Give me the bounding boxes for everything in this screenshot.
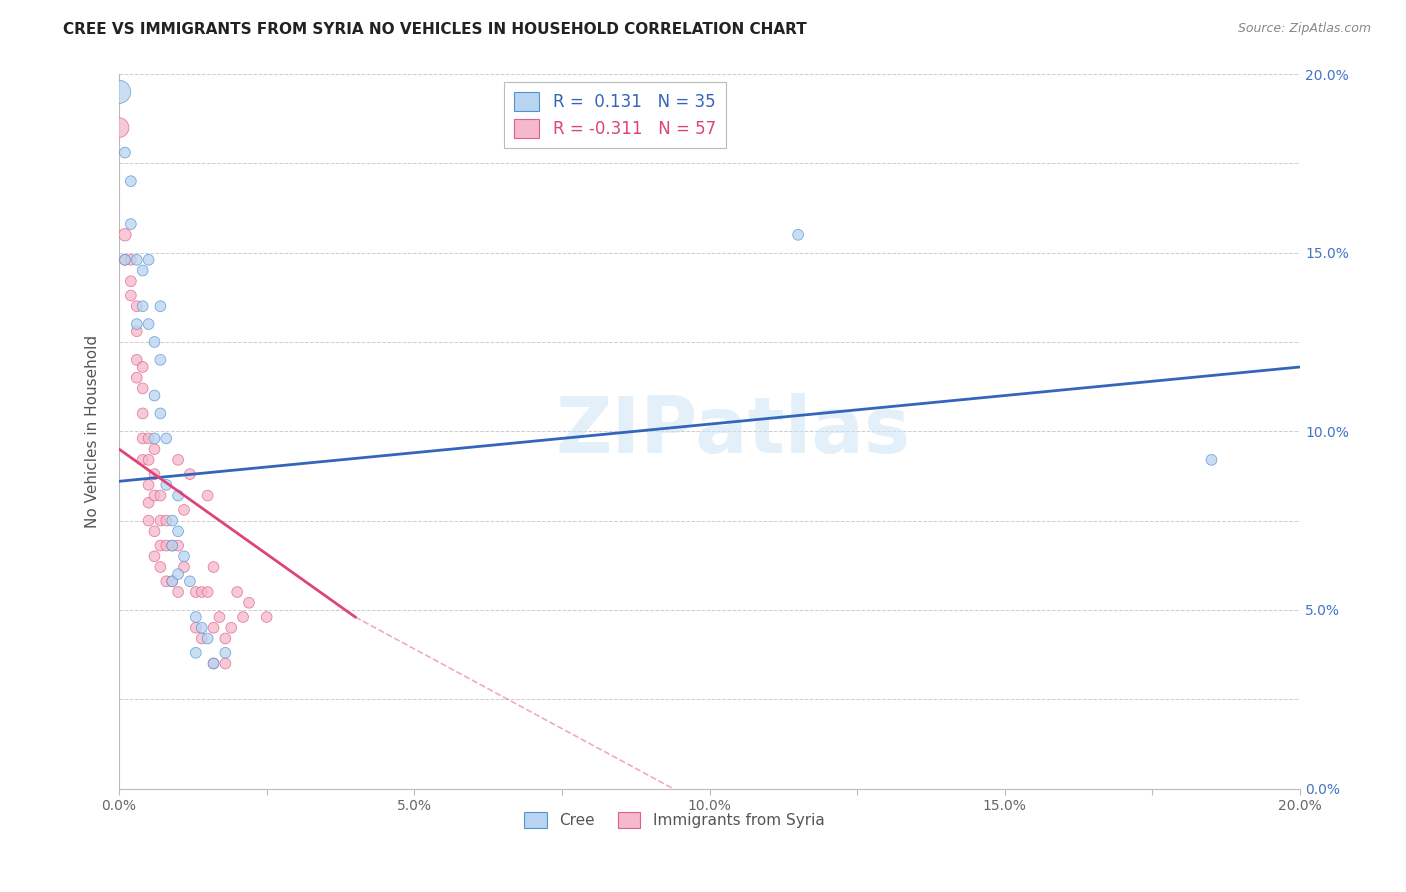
Point (149, 560, 172, 574)
Point (160, 539, 183, 553)
Point (143, 432, 166, 446)
Point (125, 317, 148, 331)
Point (155, 432, 177, 446)
Point (143, 489, 166, 503)
Point (160, 574, 183, 589)
Point (138, 453, 160, 467)
Point (173, 549, 195, 564)
Point (131, 432, 153, 446)
Point (167, 567, 190, 582)
Point (197, 489, 219, 503)
Point (149, 352, 172, 367)
Point (197, 632, 219, 646)
Point (1201, 453, 1223, 467)
Point (787, 227, 810, 242)
Point (179, 467, 201, 482)
Point (160, 514, 183, 528)
Point (149, 406, 172, 420)
Point (214, 632, 236, 646)
Point (149, 514, 172, 528)
Point (173, 560, 195, 574)
Point (167, 539, 190, 553)
Point (208, 610, 231, 624)
Point (155, 478, 177, 492)
Point (108, 85, 131, 99)
Point (125, 252, 148, 267)
Point (108, 120, 131, 135)
Point (138, 252, 160, 267)
Point (190, 621, 212, 635)
Point (160, 539, 183, 553)
Point (167, 453, 190, 467)
Point (184, 610, 207, 624)
Point (214, 646, 236, 660)
Point (232, 610, 254, 624)
Point (167, 489, 190, 503)
Point (202, 657, 225, 671)
Point (173, 503, 195, 517)
Point (184, 646, 207, 660)
Point (125, 370, 148, 384)
Point (202, 560, 225, 574)
Point (114, 252, 136, 267)
Point (149, 299, 172, 313)
Point (131, 406, 153, 420)
Point (184, 621, 207, 635)
Point (149, 539, 172, 553)
Legend: Cree, Immigrants from Syria: Cree, Immigrants from Syria (517, 806, 831, 835)
Point (143, 388, 166, 402)
Point (143, 524, 166, 539)
Text: CREE VS IMMIGRANTS FROM SYRIA NO VEHICLES IN HOUSEHOLD CORRELATION CHART: CREE VS IMMIGRANTS FROM SYRIA NO VEHICLE… (63, 22, 807, 37)
Point (160, 574, 183, 589)
Point (155, 574, 177, 589)
Point (143, 334, 166, 349)
Point (238, 596, 260, 610)
Point (114, 145, 136, 160)
Point (138, 432, 160, 446)
Point (138, 317, 160, 331)
Text: Source: ZipAtlas.com: Source: ZipAtlas.com (1237, 22, 1371, 36)
Point (120, 274, 142, 288)
Point (184, 585, 207, 599)
Point (214, 657, 236, 671)
Point (114, 227, 136, 242)
Point (120, 174, 142, 188)
Point (125, 299, 148, 313)
Point (256, 610, 278, 624)
Point (219, 621, 242, 635)
Y-axis label: No Vehicles in Household: No Vehicles in Household (86, 334, 100, 528)
Point (143, 442, 166, 457)
Point (131, 359, 153, 374)
Point (120, 217, 142, 231)
Point (179, 574, 201, 589)
Text: ZIPatlas: ZIPatlas (555, 393, 911, 469)
Point (190, 585, 212, 599)
Point (131, 381, 153, 395)
Point (138, 514, 160, 528)
Point (226, 585, 249, 599)
Point (190, 632, 212, 646)
Point (149, 489, 172, 503)
Point (114, 252, 136, 267)
Point (155, 514, 177, 528)
Point (143, 549, 166, 564)
Point (202, 657, 225, 671)
Point (197, 585, 219, 599)
Point (167, 585, 190, 599)
Point (143, 467, 166, 482)
Point (202, 621, 225, 635)
Point (167, 524, 190, 539)
Point (138, 496, 160, 510)
Point (131, 453, 153, 467)
Point (120, 288, 142, 302)
Point (125, 324, 148, 338)
Point (120, 252, 142, 267)
Point (138, 478, 160, 492)
Point (131, 263, 153, 277)
Point (131, 299, 153, 313)
Point (125, 352, 148, 367)
Point (155, 539, 177, 553)
